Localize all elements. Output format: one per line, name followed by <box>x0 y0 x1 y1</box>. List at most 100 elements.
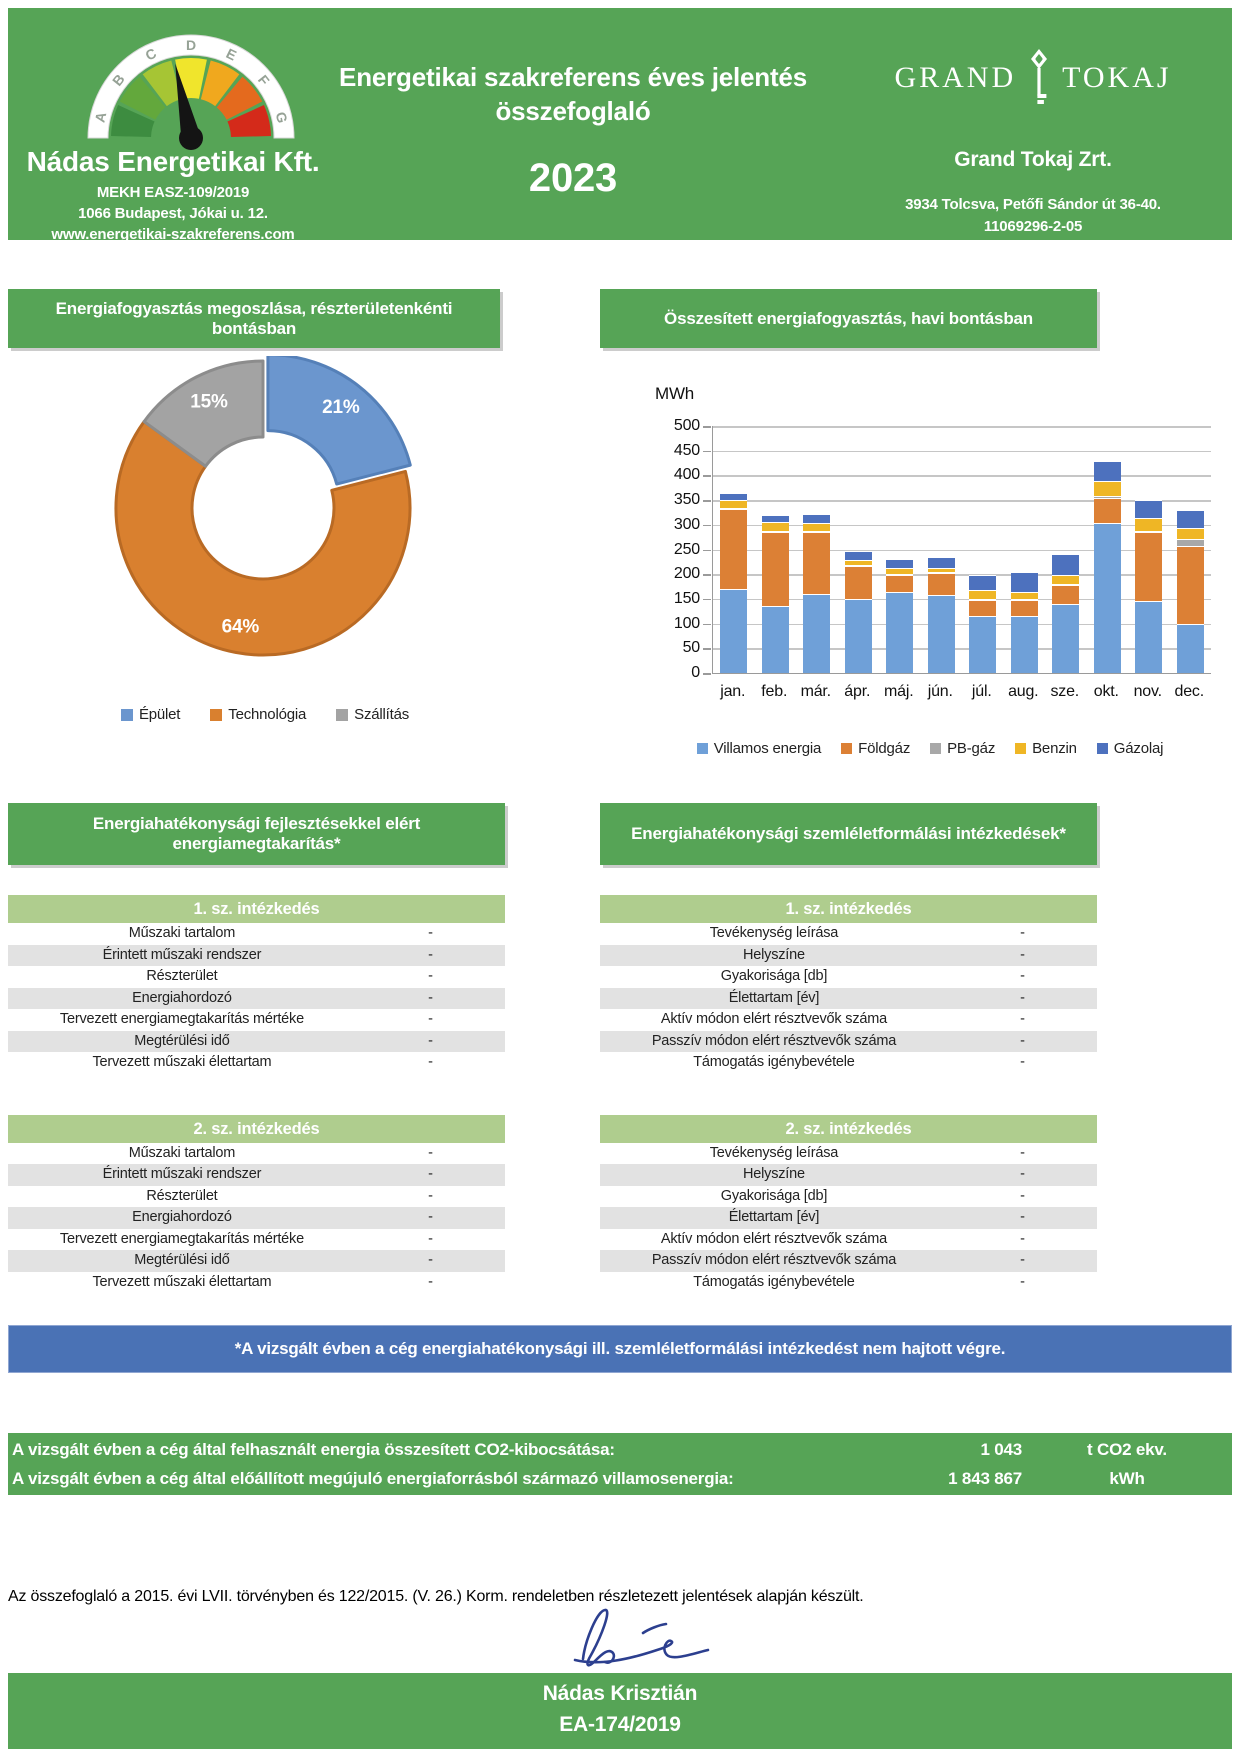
legend-label: PB-gáz <box>947 740 996 757</box>
row-label: Megtérülési idő <box>134 1252 230 1268</box>
y-tick-label: 300 <box>673 515 700 533</box>
legend-item-Technológia: Technológia <box>210 706 306 723</box>
legend-swatch-icon <box>696 743 708 754</box>
x-tick-label: aug. <box>1008 683 1039 700</box>
co2-summary-unit: t CO2 ekv. <box>1087 1439 1167 1459</box>
row-label: Műszaki tartalom <box>128 925 236 941</box>
bar-segment-Benzin <box>844 560 872 565</box>
row-label: Passzív módon elért résztvevők száma <box>651 1252 897 1268</box>
legend-label: Technológia <box>228 706 307 723</box>
y-tick-label: 50 <box>682 639 701 657</box>
bar-ápr. <box>844 551 872 673</box>
row-value: - <box>1020 1273 1025 1290</box>
bar-segment-Földgáz <box>1093 497 1121 524</box>
renewable-summary-label: A vizsgált évben a cég által előállított… <box>12 1468 734 1488</box>
row-label: Tevékenység leírása <box>709 1144 839 1161</box>
measure-header: 2. sz. intézkedés <box>600 1114 1097 1143</box>
table-row: Passzív módon elért résztvevők száma - <box>600 1030 1097 1052</box>
gauge-letter: G <box>273 110 291 124</box>
measure-header: 2. sz. intézkedés <box>8 1114 505 1143</box>
x-tick-label: dec. <box>1174 683 1205 700</box>
bar-segment-PB-gáz <box>969 599 997 601</box>
y-tick-mark <box>703 524 711 527</box>
bar-segment-Földgáz <box>886 575 914 592</box>
row-label: Helyszíne <box>743 946 805 963</box>
pie-section-banner: Energiafogyasztás megoszlása, részterüle… <box>8 289 500 348</box>
bar-nov. <box>1135 500 1163 673</box>
legend-swatch-icon <box>120 708 133 721</box>
row-label: Érintett műszaki rendszer <box>102 1166 262 1182</box>
row-value: - <box>428 946 433 963</box>
row-value: - <box>428 1273 433 1290</box>
table-row: Tervezett műszaki élettartam - <box>8 1272 505 1294</box>
y-tick-label: 500 <box>673 417 700 434</box>
x-tick-label: okt. <box>1093 683 1119 700</box>
gridline <box>713 549 1211 551</box>
legal-note: Az összefoglaló a 2015. évi LVII. törvén… <box>8 1588 864 1605</box>
report-title: Energetikai szakreferens éves jelentés ö… <box>318 60 828 128</box>
gridline <box>713 598 1211 601</box>
x-tick-label: sze. <box>1050 683 1080 700</box>
bar-chart-legend: Villamos energia Földgáz PB-gáz Benzin Gázol… <box>640 740 1220 757</box>
y-tick-label: 100 <box>673 614 700 632</box>
bar-segment-PB-gáz <box>1010 598 1038 600</box>
bar-segment-Gázolaj <box>1010 572 1038 592</box>
bar-segment-Villamos energia <box>1093 523 1121 673</box>
bar-jan. <box>720 492 748 673</box>
measure-header: 1. sz. intézkedés <box>8 895 505 923</box>
bar-segment-Benzin <box>1010 591 1038 599</box>
table-row: Tevékenység leírása - <box>600 1143 1097 1165</box>
legend-item-Villamos energia: Villamos energia <box>696 740 821 757</box>
co2-summary-label: A vizsgált évben a cég által felhasznált… <box>12 1439 615 1459</box>
report-year: 2023 <box>528 156 618 200</box>
renewable-summary-unit: kWh <box>1109 1468 1145 1488</box>
bar-segment-PB-gáz <box>761 530 789 533</box>
gauge-letter: A <box>91 111 109 124</box>
co2-summary-row: A vizsgált évben a cég által felhasznált… <box>8 1436 1232 1464</box>
client-logo: GRAND TOKAJ <box>848 48 1218 108</box>
bar-már. <box>803 513 831 673</box>
x-tick-label: jún. <box>927 683 953 700</box>
row-value: - <box>1020 989 1025 1006</box>
legend-item-Benzin: Benzin <box>1015 740 1077 757</box>
table-row: Tervezett energiamegtakarítás mértéke - <box>8 1009 505 1031</box>
row-value: - <box>1020 1187 1025 1204</box>
row-value: - <box>1020 1054 1025 1070</box>
row-value: - <box>428 1209 433 1225</box>
renewable-summary-row: A vizsgált évben a cég által előállított… <box>8 1465 1232 1493</box>
y-tick-mark <box>703 598 711 601</box>
row-value: - <box>428 1187 433 1204</box>
table-row: Élettartam [év] - <box>600 987 1097 1009</box>
measure-block: 2. sz. intézkedés Műszaki tartalom - Érinte… <box>8 1114 505 1294</box>
row-value: - <box>428 1252 433 1268</box>
table-row: Passzív módon elért résztvevők száma - <box>600 1250 1097 1272</box>
awareness-measures-table: 1. sz. intézkedés Tevékenység leírása - Hel… <box>600 895 1097 1293</box>
x-tick-label: máj. <box>884 683 914 700</box>
y-tick-mark <box>703 475 711 477</box>
row-value: - <box>428 1230 433 1247</box>
bar-segment-Földgáz <box>969 600 997 617</box>
bar-segment-Villamos energia <box>720 589 748 673</box>
table-row: Aktív módon elért résztvevők száma - <box>600 1009 1097 1031</box>
row-label: Élettartam [év] <box>728 989 820 1006</box>
bar-segment-Benzin <box>761 522 789 531</box>
bar-segment-Gázolaj <box>886 558 914 568</box>
table-row: Energiahordozó - <box>8 1207 505 1229</box>
company-address: 1066 Budapest, Jókai u. 12. <box>78 205 268 222</box>
bar-segment-PB-gáz <box>1052 584 1080 586</box>
bar-segment-Benzin <box>1052 575 1080 585</box>
table-row: Élettartam [év] - <box>600 1207 1097 1229</box>
row-label: Élettartam [év] <box>728 1209 820 1225</box>
gridline <box>713 450 1211 453</box>
company-website: www.energetikai-szakreferens.com <box>51 226 295 243</box>
bar-segment-Gázolaj <box>1093 460 1121 482</box>
row-label: Gyakorisága [db] <box>720 1187 828 1204</box>
bar-segment-Gázolaj <box>761 514 789 523</box>
row-value: - <box>1020 1252 1025 1268</box>
savings-table-banner: Energiahatékonysági fejlesztésekkel elér… <box>8 803 505 865</box>
donut-slice-Épület <box>266 356 412 486</box>
bar-segment-Benzin <box>969 589 997 600</box>
legend-swatch-icon <box>1015 743 1027 754</box>
donut-slice-label: 15% <box>190 391 228 412</box>
table-row: Műszaki tartalom - <box>8 923 505 945</box>
